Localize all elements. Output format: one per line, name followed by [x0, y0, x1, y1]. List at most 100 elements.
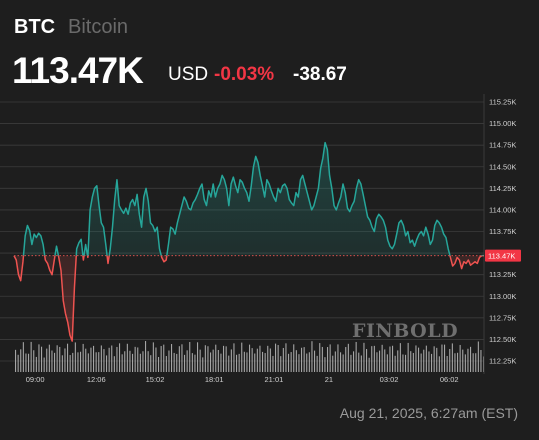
volume-bar — [210, 352, 212, 372]
volume-bar — [241, 342, 243, 372]
y-tick-label: 112.50K — [489, 335, 516, 344]
volume-bar — [373, 345, 375, 372]
volume-bar — [301, 347, 303, 372]
volume-bar — [314, 350, 316, 372]
x-tick-label: 09:00 — [26, 375, 45, 384]
y-tick-label: 112.75K — [489, 313, 516, 322]
volume-bar — [275, 343, 277, 372]
currency-label: USD — [168, 64, 209, 85]
volume-bar — [392, 345, 394, 372]
volume-bar — [173, 352, 175, 372]
volume-bar — [350, 354, 352, 372]
volume-bar — [168, 350, 170, 372]
price-chart[interactable]: 112.25K112.50K112.75K113.00K113.25K113.5… — [0, 0, 539, 400]
volume-bar — [20, 349, 22, 372]
volume-bar — [295, 350, 297, 372]
volume-bar — [121, 354, 123, 372]
volume-bar — [15, 349, 17, 372]
volume-bar — [199, 349, 201, 372]
volume-bar — [171, 344, 173, 372]
volume-bar — [158, 356, 160, 372]
volume-bar — [197, 342, 199, 372]
x-tick-label: 12:06 — [87, 375, 106, 384]
volume-bar — [54, 352, 56, 372]
x-tick-label: 15:02 — [146, 375, 165, 384]
volume-bar — [457, 352, 459, 372]
volume-bar — [238, 353, 240, 372]
volume-bar — [254, 353, 256, 372]
volume-bar — [191, 353, 193, 372]
volume-bar — [306, 353, 308, 372]
volume-bar — [28, 353, 30, 372]
volume-bar — [340, 352, 342, 372]
volume-bar — [269, 348, 271, 372]
volume-bar — [311, 341, 313, 372]
volume-bar — [477, 341, 479, 372]
volume-bar — [379, 350, 381, 372]
volume-bar — [303, 347, 305, 372]
volume-bar — [451, 343, 453, 372]
volume-bar — [470, 346, 472, 372]
volume-bar — [259, 345, 261, 372]
y-tick-label: 112.25K — [489, 357, 516, 366]
volume-bar — [327, 347, 329, 372]
volume-bar — [293, 344, 295, 372]
volume-bar — [119, 343, 121, 372]
volume-bar — [134, 346, 136, 372]
volume-bar — [467, 348, 469, 372]
volume-bar — [262, 351, 264, 372]
volume-bar — [176, 353, 178, 372]
x-tick-label: 03:02 — [380, 375, 399, 384]
volume-bar — [106, 355, 108, 372]
volume-bar — [415, 345, 417, 372]
volume-bar — [111, 345, 113, 372]
volume-bar — [184, 354, 186, 372]
volume-bar — [353, 351, 355, 372]
volume-bar — [376, 352, 378, 372]
volume-bar — [25, 353, 27, 372]
volume-bar — [321, 346, 323, 372]
volume-bar — [459, 344, 461, 372]
volume-bar — [160, 346, 162, 372]
volume-bar — [139, 353, 141, 372]
volume-bar — [464, 354, 466, 372]
down-area — [14, 255, 482, 342]
volume-bar — [355, 341, 357, 372]
volume-bar — [64, 348, 66, 372]
volume-bar — [454, 353, 456, 372]
volume-bar — [17, 354, 19, 372]
volume-bar — [223, 345, 225, 372]
volume-bar — [277, 345, 279, 372]
price-label-bg — [485, 249, 521, 262]
volume-bar — [43, 357, 45, 372]
volume-bar — [418, 347, 420, 372]
volume-bar — [204, 345, 206, 372]
volume-bar — [272, 355, 274, 372]
volume-bar — [61, 355, 63, 372]
current-price: 113.47K — [12, 50, 144, 91]
volume-bar — [267, 345, 269, 372]
x-tick-label: 06:02 — [440, 375, 459, 384]
volume-bar — [384, 349, 386, 372]
volume-bar — [366, 349, 368, 372]
volume-bar — [446, 355, 448, 372]
volume-bar — [236, 354, 238, 372]
volume-bar — [334, 351, 336, 372]
volume-bar — [215, 344, 217, 372]
change-absolute: -38.67 — [293, 64, 347, 85]
volume-bar — [22, 342, 24, 372]
volume-bar — [256, 348, 258, 372]
y-tick-label: 115.00K — [489, 119, 516, 128]
volume-bar — [441, 344, 443, 372]
volume-bar — [56, 345, 58, 372]
volume-bar — [233, 343, 235, 372]
y-tick-label: 115.25K — [489, 98, 516, 107]
volume-bar — [77, 352, 79, 372]
volume-bar — [103, 349, 105, 372]
volume-bar — [207, 346, 209, 372]
volume-bar — [30, 341, 32, 372]
timestamp: Aug 21, 2025, 6:27am (EST) — [339, 405, 518, 421]
y-tick-label: 113.75K — [489, 227, 516, 236]
last-price-label: 113.47K — [485, 249, 521, 262]
volume-bar — [181, 344, 183, 372]
